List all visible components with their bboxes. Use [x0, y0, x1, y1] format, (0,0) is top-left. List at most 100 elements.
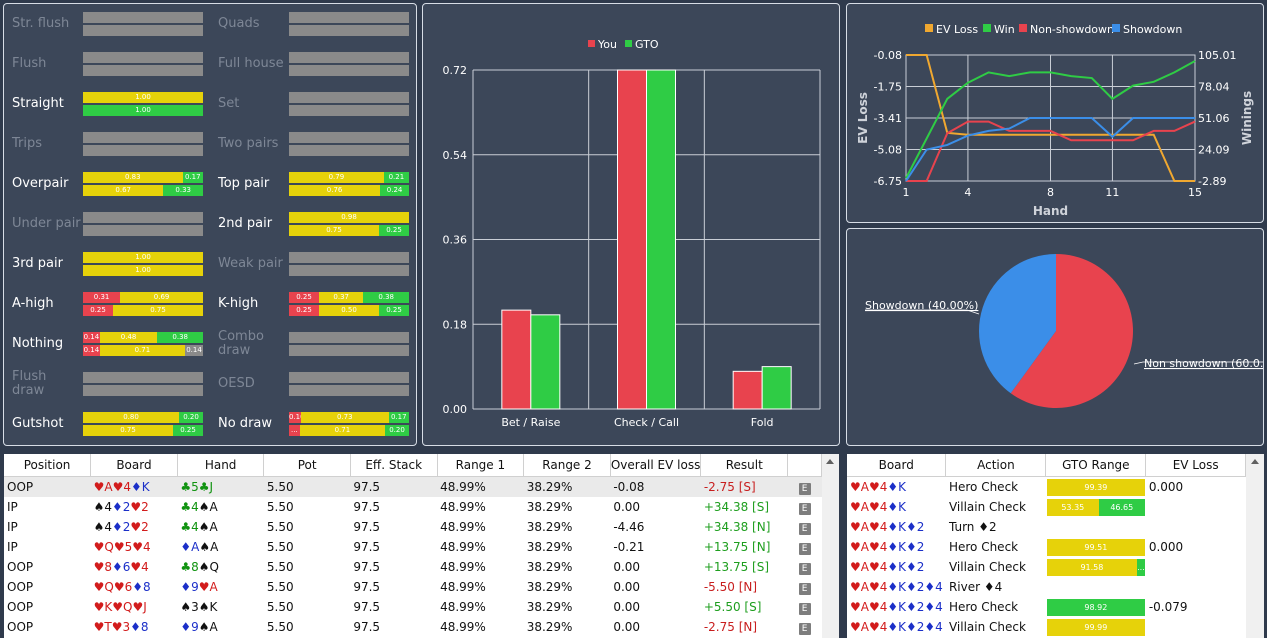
bar-segment: 0.37 — [319, 292, 364, 303]
column-header-action[interactable]: Action — [945, 454, 1047, 477]
you-frequency-bar: 0.79 0.21 — [289, 172, 409, 183]
edit-button[interactable]: E — [798, 482, 811, 495]
edit-button[interactable]: E — [798, 562, 811, 575]
column-header-hand[interactable]: Hand — [177, 454, 265, 477]
you-frequency-bar — [289, 372, 409, 383]
you-frequency-bar — [83, 132, 203, 143]
card: ♣8 — [180, 560, 199, 574]
gto-frequency-bar: 0.76 0.24 — [289, 185, 409, 196]
card: ♥4 — [868, 540, 888, 554]
table-row[interactable]: IP ♥Q♥5♥4 ♦A♠A 5.50 97.5 48.99% 38.29% -0.21 +13… — [4, 537, 822, 557]
ev-loss-cell: 0.000 — [1148, 480, 1184, 494]
action-cell: Villain Check — [948, 500, 1026, 514]
card: ♥Q — [93, 580, 114, 594]
table-row[interactable]: IP ♠4♦2♥2 ♣4♠A 5.50 97.5 48.99% 38.29% 0.00 +34.… — [4, 497, 822, 517]
range1-cell: 48.99% — [440, 520, 486, 534]
card: ♦K — [887, 500, 907, 514]
card: ♦8 — [132, 580, 151, 594]
column-header-edit[interactable] — [787, 454, 822, 477]
edit-button[interactable]: E — [798, 542, 811, 555]
gto-frequency-bar: 0.25 0.75 — [83, 305, 203, 316]
action-table-scrollbar[interactable] — [1246, 454, 1264, 638]
column-header-position[interactable]: Position — [4, 454, 92, 477]
table-row[interactable]: ♥A♥4♦K♦2 Turn ♦2 — [847, 517, 1246, 537]
table-row[interactable]: OOP ♥T♥3♦8 ♦9♠A 5.50 97.5 48.99% 38.29% 0.00 -2.… — [4, 617, 822, 637]
column-header-pot[interactable]: Pot — [263, 454, 351, 477]
edit-button[interactable]: E — [798, 502, 811, 515]
table-row[interactable]: ♥A♥4♦K♦2♦4 Villain Check 99.99 — [847, 617, 1246, 637]
bar-segment — [289, 12, 409, 23]
edit-cell: E — [788, 517, 822, 537]
y-tick-label: 0.72 — [443, 64, 468, 77]
edit-button[interactable]: E — [798, 622, 811, 635]
bar-gto-check-call — [646, 69, 676, 410]
column-header-overall-ev-loss[interactable]: Overall EV loss — [610, 454, 702, 477]
bar-gto-bet-raise — [530, 314, 561, 410]
bar-segment: 1.00 — [83, 265, 203, 276]
y-axis-title: EV Loss — [856, 92, 870, 144]
card: ♠4 — [93, 520, 113, 534]
table-row[interactable]: ♥A♥4♦K♦2 Hero Check 99.51 0.000 — [847, 537, 1246, 557]
ev-loss-cell: -4.46 — [613, 520, 645, 534]
table-row[interactable]: ♥A♥4♦K♦2♦4 River ♦4 — [847, 577, 1246, 597]
bar-segment: 0.20 — [384, 425, 409, 436]
scroll-up-icon[interactable] — [1251, 459, 1259, 464]
position-cell: OOP — [7, 580, 34, 594]
gto-range-bar: 99.39 — [1046, 478, 1145, 496]
column-header-gto-range[interactable]: GTO Range — [1045, 454, 1147, 477]
result-cell: -5.50 [N] — [703, 580, 758, 594]
hands-table-container: Position Board Hand Pot Eff. Stack Range 1 Ran… — [4, 454, 822, 638]
table-row[interactable]: OOP ♥K♥Q♥J ♠3♠K 5.50 97.5 48.99% 38.29% 0.00 +5.… — [4, 597, 822, 617]
bar-segment: 0.76 — [289, 185, 381, 196]
category-label: Weak pair — [218, 256, 283, 271]
range1-cell: 48.99% — [437, 476, 524, 497]
table-row[interactable]: ♥A♥4♦K♦2 Villain Check 91.58... — [847, 557, 1246, 577]
column-header-board[interactable]: Board — [90, 454, 178, 477]
category-row-gutshot: Gutshot 0.80 0.20 0.75 0.25 — [12, 411, 208, 437]
card: ♣5 — [180, 480, 199, 494]
column-header-ev-loss[interactable]: EV Loss — [1145, 454, 1246, 477]
bar-segment — [289, 92, 409, 103]
card: ♦2 — [906, 520, 925, 534]
column-header-eff-stack[interactable]: Eff. Stack — [350, 454, 438, 477]
bar-segment: 0.25 — [173, 425, 203, 436]
edit-button[interactable]: E — [798, 522, 811, 535]
gto-range-cell: 98.92 — [1046, 597, 1146, 617]
gto-frequency-bar — [289, 265, 409, 276]
range-segment: 53.35 — [1046, 498, 1099, 516]
scroll-up-icon[interactable] — [826, 459, 834, 464]
table-row[interactable]: OOP ♥Q♥6♦8 ♦9♥A 5.50 97.5 48.99% 38.29% 0.00 -5.… — [4, 577, 822, 597]
category-row-nothing: Nothing 0.14 0.48 0.38 0.14 0.71 0.14 — [12, 331, 208, 357]
stack-cell: 97.5 — [353, 500, 381, 514]
pot-cell: 5.50 — [263, 476, 351, 497]
edit-button[interactable]: E — [798, 602, 811, 615]
table-row[interactable]: OOP ♥8♦6♥4 ♣8♠Q 5.50 97.5 48.99% 38.29% 0.00 +13… — [4, 557, 822, 577]
gto-frequency-bar: 1.00 — [83, 105, 203, 116]
series-line-win — [905, 60, 1196, 179]
table-row[interactable]: IP ♠4♦2♥2 ♣4♠A 5.50 97.5 48.99% 38.29% -4.46 +34… — [4, 517, 822, 537]
table-row[interactable]: ♥A♥4♦K Villain Check 53.35 46.65 — [847, 497, 1246, 517]
table-row[interactable]: ♥A♥4♦K♦2♦4 Hero Check 98.92 -0.079 — [847, 597, 1246, 617]
y2-tick-label: 24.09 — [1198, 144, 1230, 157]
action-cell: Hero Check — [948, 540, 1019, 554]
column-header-range-1[interactable]: Range 1 — [437, 454, 525, 477]
table-row[interactable]: ♥A♥4♦K Hero Check 99.39 0.000 — [847, 477, 1246, 498]
table-row[interactable]: OOP ♥A♥4♦K ♣5♣J 5.50 97.5 48.99% 38.29% -0.08 -2… — [4, 476, 822, 497]
card: ♦2 — [906, 540, 925, 554]
gto-frequency-bar: 0.75 0.25 — [83, 425, 203, 436]
gto-frequency-bar — [289, 105, 409, 116]
bar-segment: 0.75 — [289, 225, 379, 236]
edit-button[interactable]: E — [798, 582, 811, 595]
legend-label-you: You — [597, 38, 617, 51]
bar-segment: 0.25 — [289, 292, 319, 303]
legend-swatch-gto — [625, 40, 632, 47]
leader-line — [1133, 361, 1267, 365]
bar-segment — [83, 65, 203, 76]
card: ♥6 — [113, 580, 133, 594]
legend-label-ev-loss: EV Loss — [936, 23, 978, 36]
column-header-board[interactable]: Board — [847, 454, 947, 477]
column-header-range-2[interactable]: Range 2 — [523, 454, 611, 477]
card: ♦K — [887, 600, 907, 614]
hands-table-scrollbar[interactable] — [822, 454, 839, 638]
column-header-result[interactable]: Result — [700, 454, 789, 477]
